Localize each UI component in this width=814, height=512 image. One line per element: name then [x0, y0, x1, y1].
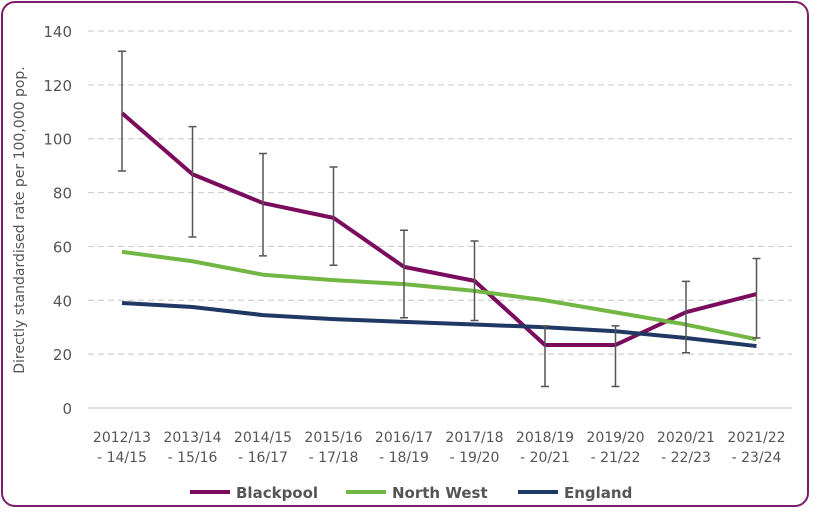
x-tick-label: - 20/21	[520, 450, 570, 466]
y-axis-label: Directly standardised rate per 100,000 p…	[12, 66, 28, 374]
x-tick-label: 2017/18	[445, 430, 503, 446]
y-tick-label: 20	[53, 346, 72, 364]
error-bar	[400, 229, 408, 319]
error-bar	[752, 257, 761, 339]
error-bar	[188, 125, 197, 238]
legend-label: Blackpool	[236, 484, 318, 502]
x-tick-label: 2016/17	[375, 430, 433, 446]
x-tick-label: - 21/22	[591, 450, 641, 466]
x-tick-label: 2012/13	[93, 430, 151, 446]
x-tick-label: - 18/19	[379, 450, 429, 466]
y-tick-label: 0	[62, 400, 72, 418]
y-tick-label: 40	[53, 292, 72, 310]
x-tick-label: 2015/16	[304, 430, 362, 446]
legend-label: North West	[392, 484, 488, 502]
error-bar	[682, 280, 690, 354]
x-tick-label: 2020/21	[657, 430, 715, 446]
x-tick-label: - 15/16	[168, 450, 218, 466]
x-tick-label: - 19/20	[450, 450, 500, 466]
x-tick-label: 2018/19	[516, 430, 574, 446]
x-tick-label: - 23/24	[732, 450, 782, 466]
error-bar	[470, 240, 479, 322]
series-line-north-west	[121, 249, 757, 342]
x-tick-label: 2014/15	[234, 430, 292, 446]
error-bar	[259, 152, 267, 257]
error-bar	[611, 325, 620, 388]
x-tick-label: 2021/22	[727, 430, 785, 446]
x-tick-label: 2013/14	[163, 430, 221, 446]
y-tick-label: 120	[43, 77, 72, 95]
x-tick-label: 2019/20	[586, 430, 644, 446]
series-line-blackpool	[120, 111, 757, 347]
error-bar	[329, 166, 338, 267]
y-tick-label: 140	[43, 23, 72, 41]
error-bar	[541, 325, 549, 388]
x-tick-label: - 22/23	[661, 450, 711, 466]
x-tick-label: - 17/18	[309, 450, 359, 466]
x-tick-label: - 14/15	[97, 450, 147, 466]
y-tick-label: 100	[43, 131, 72, 149]
y-tick-label: 80	[53, 185, 72, 203]
legend-label: England	[564, 484, 632, 502]
x-tick-label: - 16/17	[238, 450, 288, 466]
y-tick-label: 60	[53, 238, 72, 256]
series-line-england	[121, 300, 757, 349]
error-bar	[118, 50, 126, 172]
